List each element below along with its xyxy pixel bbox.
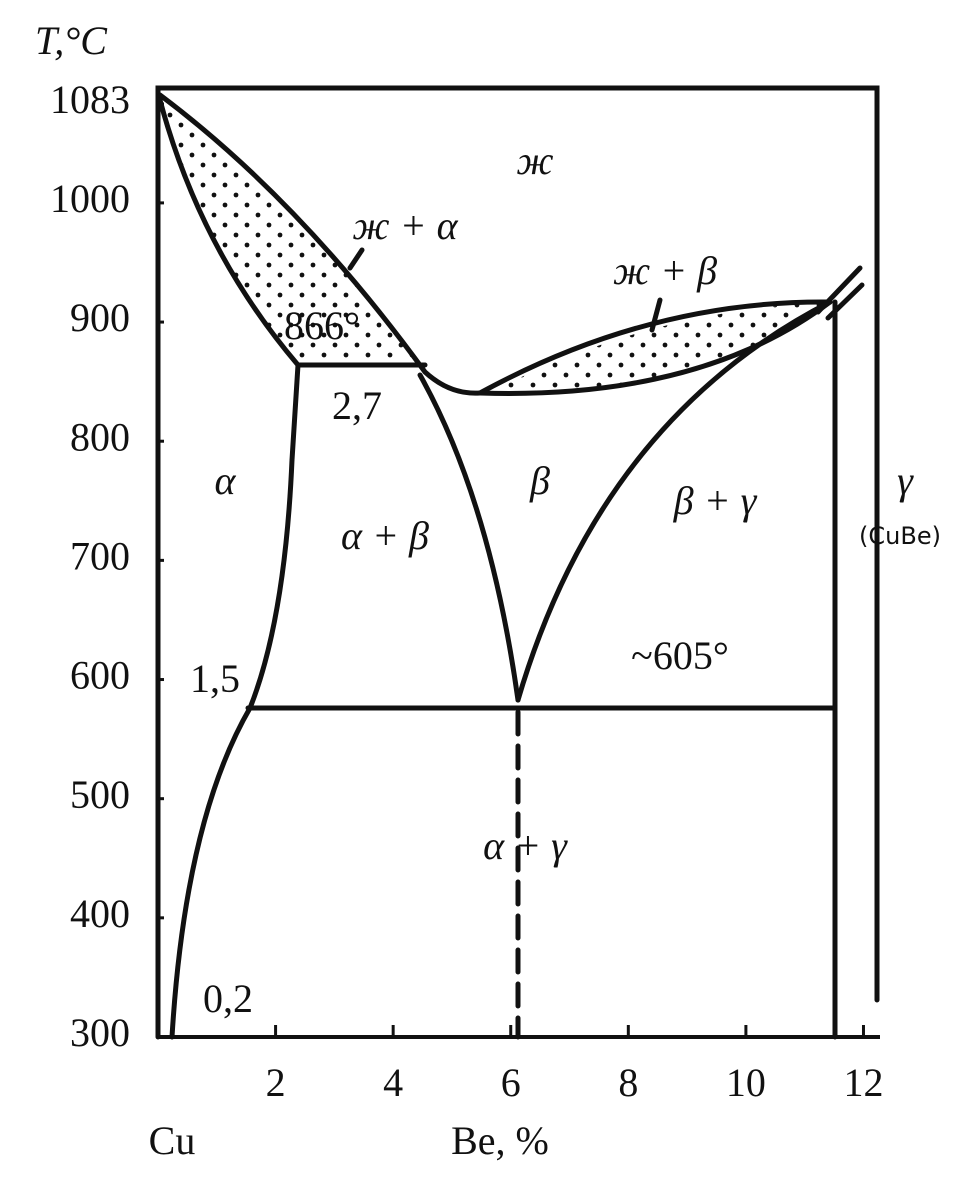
x-tick-label: 4 — [383, 1060, 403, 1105]
y-tick-label: 800 — [70, 414, 130, 459]
x-tick-label: 10 — [726, 1060, 766, 1105]
region-label: α — [215, 458, 237, 503]
y-tick-label: 1083 — [50, 77, 130, 122]
x-origin-label: Cu — [149, 1118, 196, 1163]
leader — [347, 247, 365, 271]
y-tick-label: 700 — [70, 534, 130, 579]
y-tick-label: 900 — [70, 295, 130, 340]
solidus — [157, 97, 301, 368]
y-tick-label: 300 — [70, 1010, 130, 1055]
x-tick-label: 2 — [266, 1060, 286, 1105]
liquid-alpha-area — [160, 95, 425, 372]
alpha-solvus-low — [169, 705, 253, 1040]
alpha-beta-boundary — [417, 372, 521, 703]
annotation: 1,5 — [190, 656, 240, 701]
region-label: ж — [516, 138, 553, 183]
annotation: 2,7 — [332, 383, 382, 428]
gamma-top — [815, 265, 865, 321]
liquidus — [157, 92, 483, 396]
frame — [155, 85, 880, 1040]
liquid-beta-area — [495, 302, 830, 394]
region-label: α + β — [341, 513, 429, 558]
annotation: 866° — [284, 303, 360, 348]
annotation: 0,2 — [203, 976, 253, 1021]
x-tick-label: 12 — [843, 1060, 883, 1105]
region-label: ж + β — [613, 248, 717, 293]
alpha-solvus — [247, 362, 301, 711]
beta-gamma-boundary — [515, 299, 833, 703]
region-label: β + γ — [673, 478, 758, 523]
solidus-beta — [477, 299, 833, 396]
annotation: ~605° — [631, 633, 729, 678]
region-label: β — [529, 458, 550, 503]
y-tick-label: 400 — [70, 891, 130, 936]
x-axis-label: Be, % — [451, 1118, 549, 1163]
y-tick-label: 1000 — [50, 176, 130, 221]
region-label: α + γ — [483, 823, 568, 868]
y-tick-label: 500 — [70, 772, 130, 817]
y-axis-label: T,°C — [35, 18, 108, 63]
region-label: (CuBe) — [859, 522, 941, 550]
x-tick-label: 8 — [618, 1060, 638, 1105]
region-label: γ — [897, 458, 914, 503]
leader — [649, 297, 663, 333]
y-tick-label: 600 — [70, 653, 130, 698]
x-tick-label: 6 — [501, 1060, 521, 1105]
region-label: ж + α — [352, 203, 458, 248]
